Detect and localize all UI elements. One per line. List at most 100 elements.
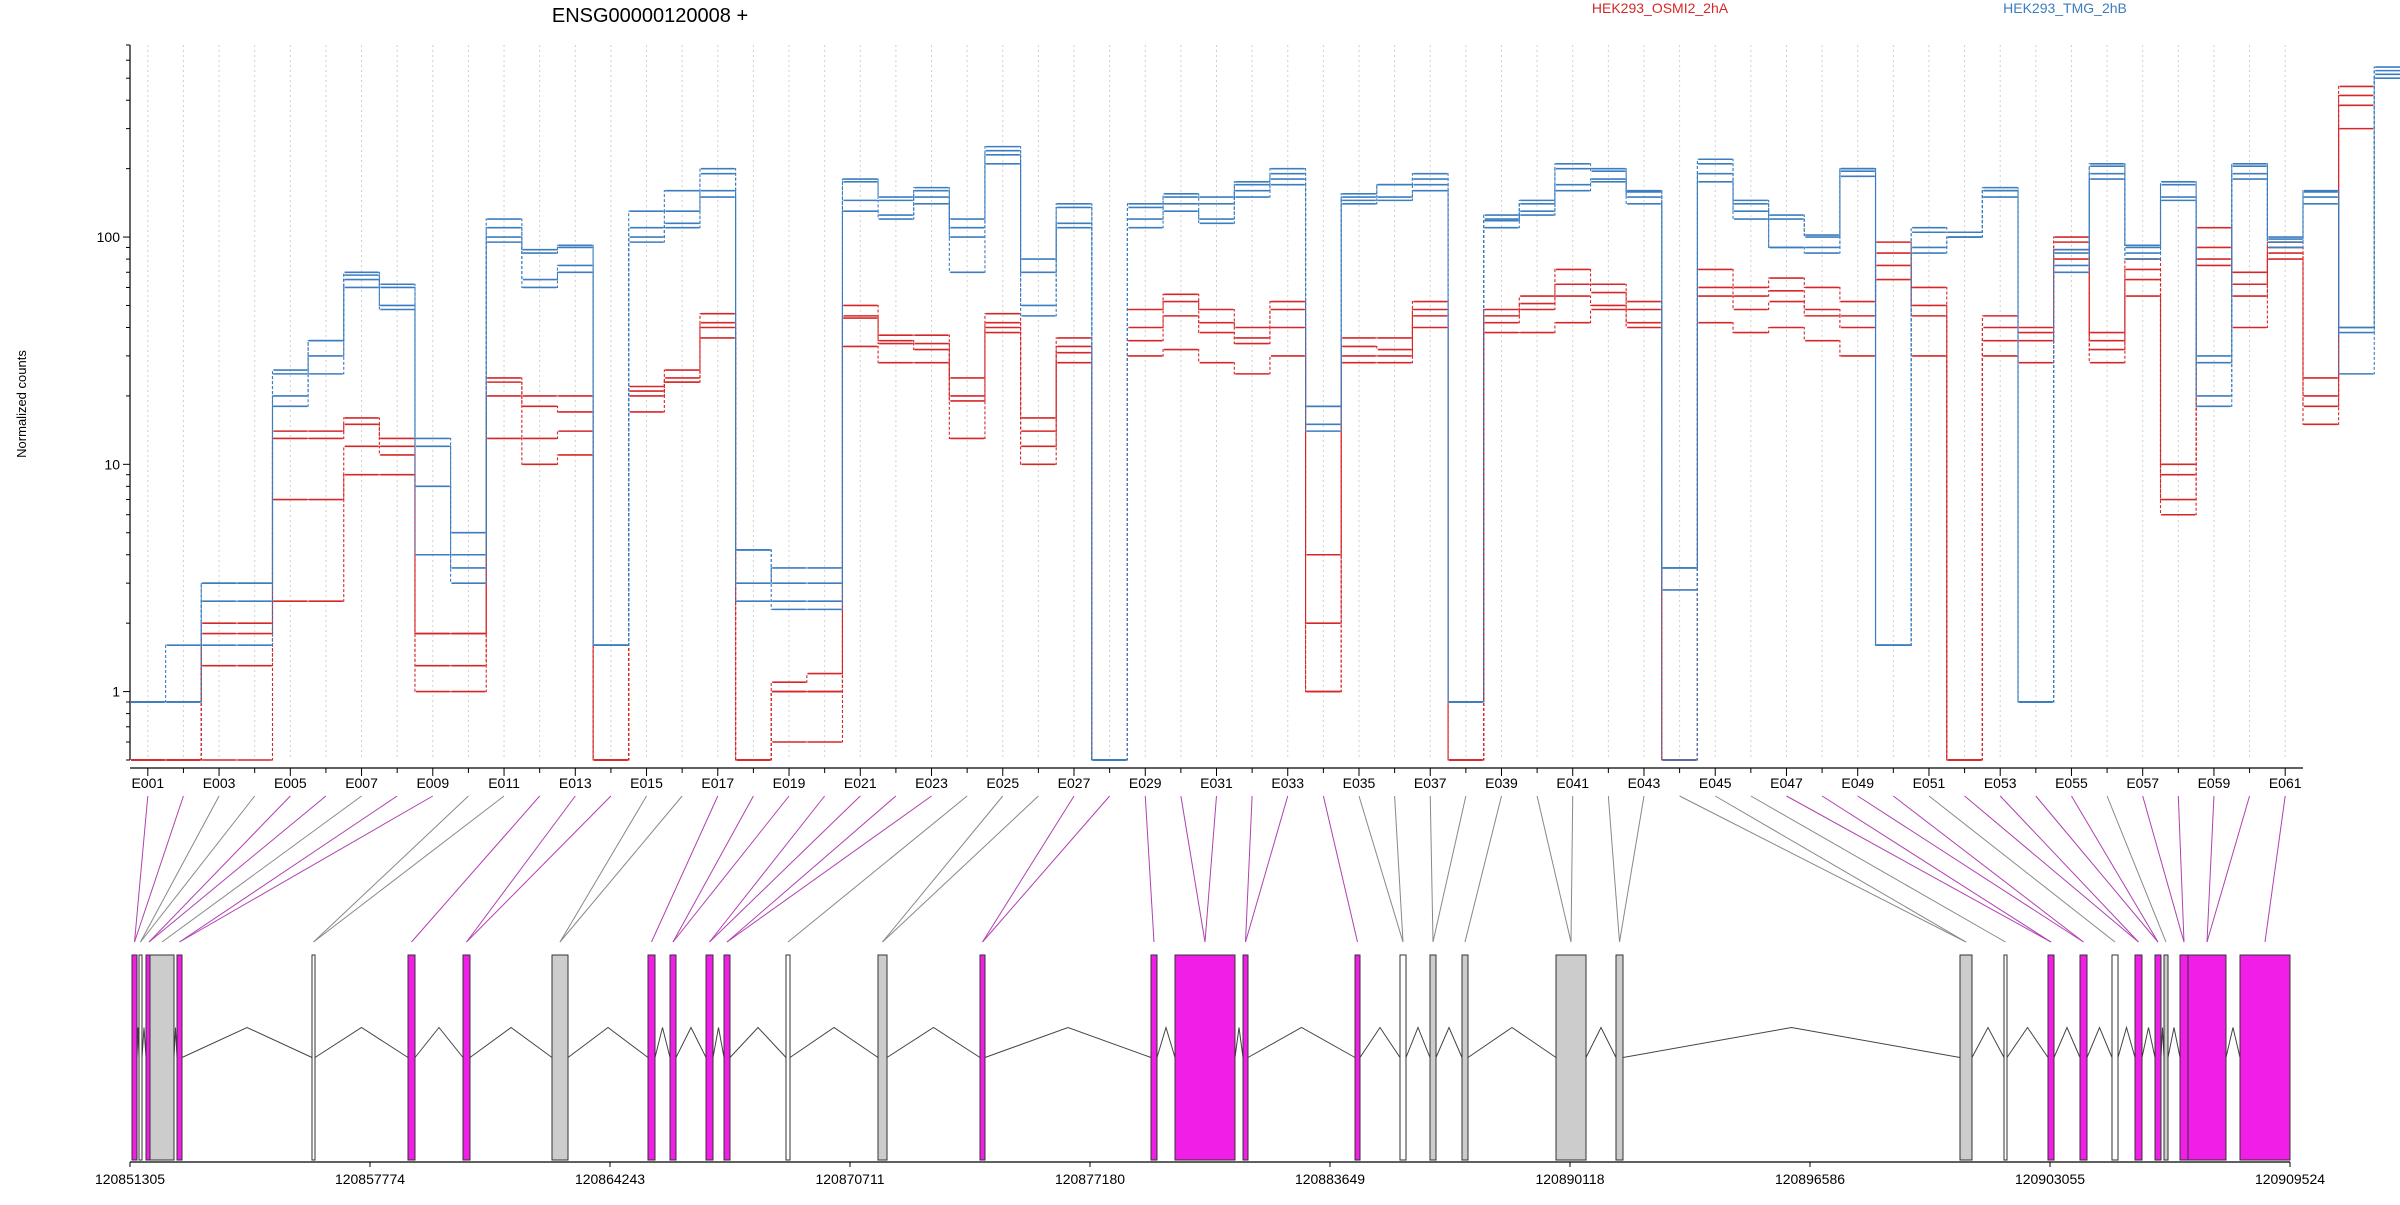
exon-box: [149, 954, 175, 1161]
series-transition: [912, 187, 915, 198]
series-transition: [342, 279, 345, 357]
exon-box: [2187, 954, 2227, 1161]
exon-tick-label: E003: [203, 775, 236, 791]
series-transition: [1945, 286, 1948, 761]
series-transition: [1055, 362, 1058, 465]
series-transition: [627, 236, 630, 646]
connector-E007: [161, 795, 362, 943]
series-transition: [2266, 165, 2269, 240]
coordinate-tick-label: 120883649: [1295, 1171, 1365, 1187]
exon-box: [705, 954, 714, 1161]
series-transition: [770, 741, 773, 761]
series-transition: [877, 178, 880, 198]
connector-E020: [709, 795, 826, 943]
exon-box: [2111, 954, 2119, 1161]
series-transition: [2337, 191, 2340, 334]
series-transition: [1055, 222, 1058, 317]
exon-tick-label: E039: [1485, 775, 1518, 791]
y-axis-label: Normalized counts: [14, 350, 29, 458]
connector-E041: [1570, 795, 1574, 943]
exon-box: [2003, 954, 2008, 1161]
exon-tick-label: E043: [1628, 775, 1661, 791]
exon-tick-label: E029: [1129, 775, 1162, 791]
intron-line: [1585, 1026, 1617, 1058]
series-transition: [1553, 283, 1556, 305]
series-transition: [1553, 295, 1556, 311]
series-transition: [1803, 277, 1806, 289]
series-transition: [948, 190, 951, 229]
exon-tick-label: E009: [416, 775, 449, 791]
series-transition: [164, 644, 167, 703]
series-transition: [912, 203, 915, 216]
exon-box: [647, 954, 656, 1161]
exon-box: [2154, 954, 2162, 1161]
series-transition: [1767, 199, 1770, 216]
connector-E043: [1619, 795, 1645, 943]
intron-line: [675, 1026, 707, 1058]
series-transition: [663, 227, 666, 243]
series-transition: [948, 348, 951, 397]
series-transition: [1197, 210, 1200, 224]
series-transition: [556, 454, 559, 465]
series-transition: [1803, 326, 1806, 342]
exon-tick-label: E049: [1841, 775, 1874, 791]
exon-tick-label: E057: [2126, 775, 2159, 791]
exon-box: [131, 954, 138, 1161]
series-transition: [378, 445, 381, 456]
connector-E048: [1821, 795, 2052, 943]
intron-line: [469, 1026, 553, 1058]
series-transition: [200, 644, 203, 703]
series-transition: [342, 474, 345, 602]
series-transition: [378, 271, 381, 285]
series-transition: [2088, 258, 2091, 364]
series-transition: [2266, 258, 2269, 329]
series-transition: [520, 218, 523, 251]
connector-E003: [140, 795, 220, 943]
exon-tick-label: E011: [488, 775, 520, 791]
connector-E061: [2264, 795, 2286, 943]
series-transition: [1233, 308, 1236, 329]
series-transition: [2373, 77, 2376, 375]
connector-E056: [2106, 795, 2167, 943]
series-transition: [948, 334, 951, 379]
exon-box: [462, 954, 471, 1161]
series-transition: [877, 304, 880, 336]
series-transition: [1411, 178, 1414, 186]
series-transition: [1268, 355, 1271, 375]
series-transition: [1411, 190, 1414, 201]
exon-connector-lines: [134, 795, 2286, 943]
series-transition: [1625, 304, 1628, 324]
series-transition: [378, 279, 381, 307]
series-transition: [1233, 362, 1236, 375]
exon-box: [723, 954, 731, 1161]
connector-E021: [709, 795, 861, 943]
connector-E002: [134, 795, 184, 943]
series-transition: [2230, 165, 2233, 364]
connector-E009: [179, 795, 434, 943]
series-transition: [2302, 191, 2304, 240]
exon-tick-label: E047: [1770, 775, 1803, 791]
exon-tick-label: E017: [701, 775, 734, 791]
y-axis: 1 10 100: [97, 44, 131, 761]
exon-box: [1150, 954, 1158, 1161]
connector-E029: [1144, 795, 1155, 943]
exon-box: [176, 954, 183, 1161]
intron-line: [141, 1027, 147, 1058]
series-transition: [1767, 301, 1770, 311]
series-transition: [1660, 203, 1663, 591]
series-transition: [2159, 279, 2162, 476]
connector-E051: [1928, 795, 2116, 943]
series-transition: [520, 236, 523, 281]
series-transition: [2088, 178, 2091, 273]
intron-line: [414, 1026, 464, 1058]
series-transition: [378, 286, 381, 311]
intron-line: [181, 1026, 313, 1058]
series-transition: [485, 218, 488, 556]
series-transition: [378, 423, 381, 439]
series-transition: [307, 355, 310, 407]
series-transition: [592, 264, 595, 646]
series-tmg-5: [131, 66, 2400, 761]
series-transition: [663, 222, 666, 238]
series-transition: [841, 315, 844, 675]
